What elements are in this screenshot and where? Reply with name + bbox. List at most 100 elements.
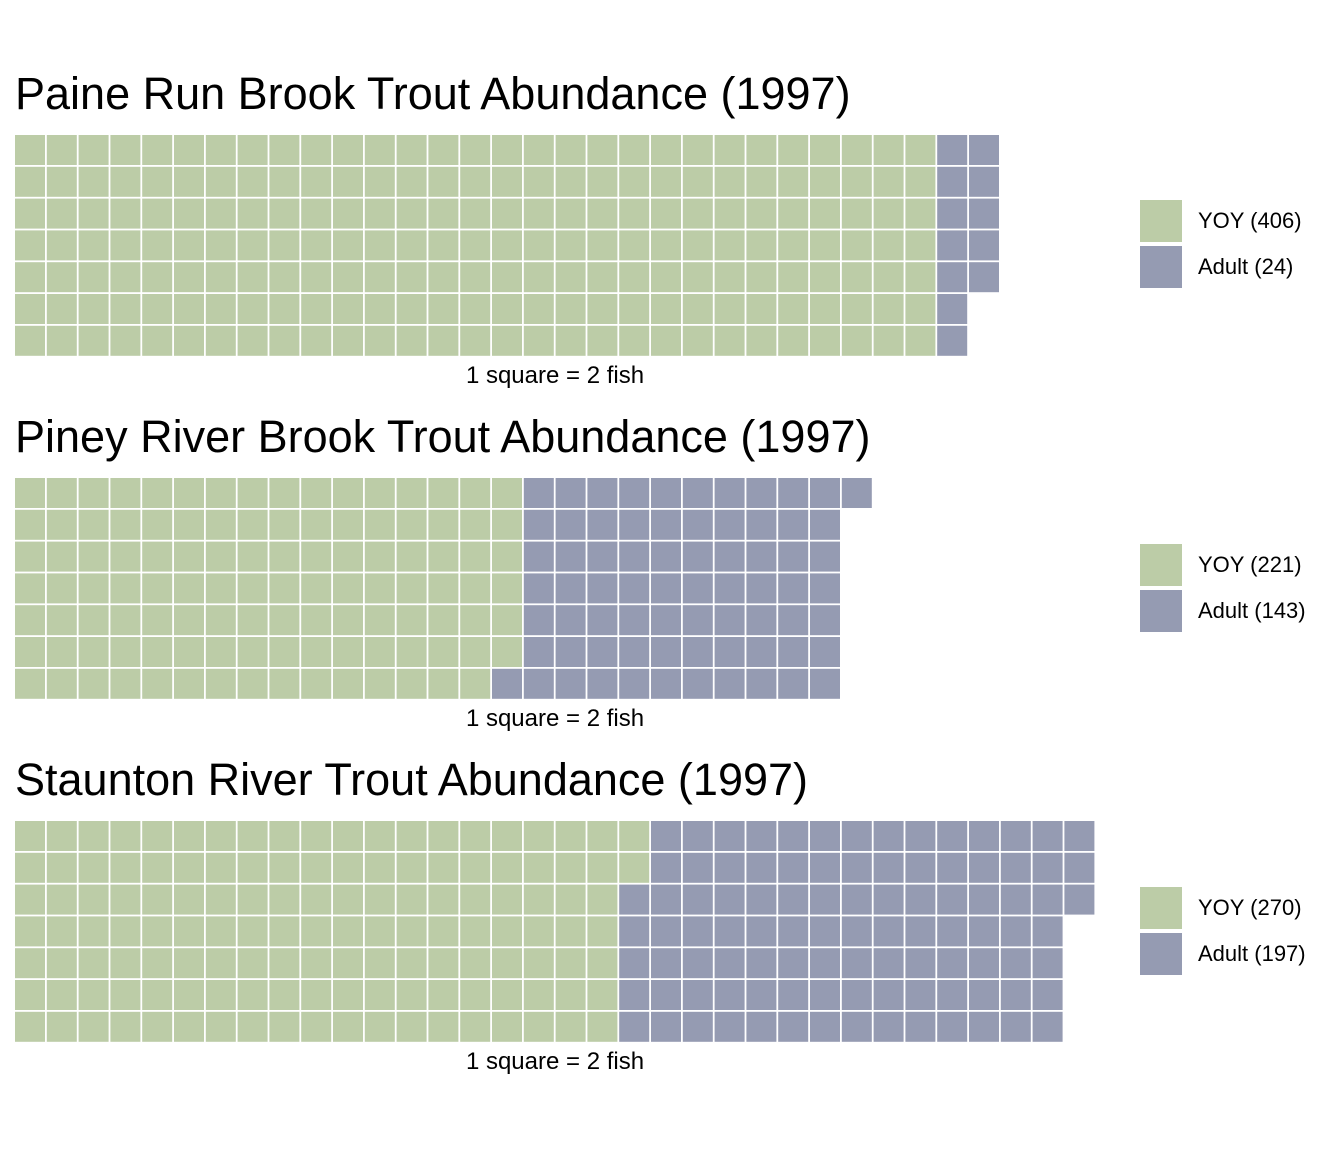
waffle-square-yoy	[651, 294, 681, 324]
waffle-square-adult	[682, 637, 713, 667]
waffle-square-yoy	[142, 573, 173, 604]
waffle-square-adult	[714, 821, 745, 851]
waffle-square-yoy	[15, 573, 45, 604]
waffle-square-yoy	[237, 1011, 268, 1042]
waffle-square-adult	[619, 948, 650, 979]
waffle-square-yoy	[460, 478, 491, 508]
waffle-square-yoy	[460, 541, 491, 572]
waffle-square-yoy	[428, 478, 459, 508]
waffle-square-yoy	[492, 884, 522, 915]
waffle-square-yoy	[269, 1011, 300, 1042]
waffle-square-yoy	[523, 325, 554, 356]
waffle-square-yoy	[301, 325, 332, 356]
waffle-square-yoy	[269, 198, 300, 229]
waffle-square-yoy	[396, 821, 427, 851]
waffle-square-yoy	[333, 980, 363, 1010]
waffle-square-adult	[778, 478, 809, 508]
waffle-square-yoy	[46, 198, 77, 229]
waffle-square-yoy	[46, 325, 77, 356]
waffle-square-yoy	[778, 325, 809, 356]
waffle-square-yoy	[396, 637, 427, 667]
waffle-square-yoy	[205, 325, 236, 356]
waffle-square-yoy	[205, 852, 236, 883]
waffle-square-yoy	[301, 668, 332, 699]
waffle-square-yoy	[237, 821, 268, 851]
waffle-square-yoy	[396, 605, 427, 636]
waffle-square-yoy	[333, 198, 363, 229]
waffle-square-adult	[841, 821, 872, 851]
waffle-square-yoy	[78, 198, 109, 229]
legend-swatch-adult	[1140, 246, 1182, 288]
waffle-square-yoy	[301, 916, 332, 947]
waffle-square-yoy	[428, 198, 459, 229]
waffle-square-yoy	[873, 166, 904, 197]
waffle-square-adult	[1032, 821, 1063, 851]
waffle-square-adult	[714, 605, 745, 636]
waffle-square-yoy	[682, 166, 713, 197]
waffle-square-adult	[1032, 948, 1063, 979]
waffle-square-adult	[682, 821, 713, 851]
legend-label-yoy: YOY (221)	[1198, 552, 1302, 577]
waffle-square-yoy	[682, 135, 713, 165]
waffle-square-adult	[873, 916, 904, 947]
waffle-square-yoy	[301, 605, 332, 636]
waffle-square-yoy	[810, 198, 840, 229]
waffle-square-yoy	[555, 948, 586, 979]
waffle-square-adult	[937, 821, 968, 851]
waffle-square-yoy	[174, 948, 204, 979]
waffle-square-yoy	[555, 916, 586, 947]
waffle-square-yoy	[269, 980, 300, 1010]
waffle-square-yoy	[110, 605, 141, 636]
waffle-square-yoy	[396, 916, 427, 947]
waffle-square-yoy	[778, 262, 809, 293]
waffle-square-yoy	[492, 230, 522, 261]
waffle-square-adult	[587, 605, 618, 636]
waffle-square-adult	[1032, 852, 1063, 883]
waffle-square-yoy	[651, 198, 681, 229]
waffle-square-yoy	[492, 509, 522, 540]
waffle-square-yoy	[205, 821, 236, 851]
waffle-square-yoy	[587, 262, 618, 293]
waffle-square-adult	[682, 1011, 713, 1042]
waffle-square-yoy	[364, 1011, 395, 1042]
waffle-square-adult	[841, 980, 872, 1010]
waffle-square-yoy	[364, 230, 395, 261]
waffle-square-adult	[937, 1011, 968, 1042]
waffle-square-yoy	[205, 1011, 236, 1042]
waffle-square-adult	[619, 541, 650, 572]
waffle-square-adult	[746, 509, 777, 540]
waffle-square-yoy	[110, 166, 141, 197]
waffle-square-yoy	[46, 573, 77, 604]
waffle-square-yoy	[714, 198, 745, 229]
waffle-square-yoy	[555, 980, 586, 1010]
waffle-square-yoy	[492, 852, 522, 883]
waffle-square-yoy	[78, 478, 109, 508]
waffle-square-adult	[746, 637, 777, 667]
waffle-square-yoy	[78, 1011, 109, 1042]
waffle-square-adult	[714, 668, 745, 699]
waffle-square-yoy	[110, 198, 141, 229]
waffle-square-yoy	[15, 478, 45, 508]
waffle-square-yoy	[110, 478, 141, 508]
waffle-square-adult	[841, 948, 872, 979]
waffle-square-adult	[555, 605, 586, 636]
waffle-square-adult	[619, 1011, 650, 1042]
waffle-square-yoy	[492, 948, 522, 979]
waffle-square-yoy	[460, 166, 491, 197]
waffle-square-yoy	[269, 230, 300, 261]
waffle-square-yoy	[619, 821, 650, 851]
waffle-square-yoy	[523, 262, 554, 293]
waffle-square-adult	[714, 478, 745, 508]
waffle-square-yoy	[15, 948, 45, 979]
waffle-square-yoy	[841, 325, 872, 356]
waffle-square-adult	[969, 230, 999, 261]
waffle-square-yoy	[333, 948, 363, 979]
waffle-square-yoy	[110, 980, 141, 1010]
waffle-square-yoy	[301, 573, 332, 604]
waffle-square-adult	[746, 541, 777, 572]
waffle-square-yoy	[15, 852, 45, 883]
waffle-square-yoy	[78, 166, 109, 197]
waffle-square-adult	[810, 980, 840, 1010]
waffle-square-yoy	[460, 916, 491, 947]
waffle-square-yoy	[333, 573, 363, 604]
